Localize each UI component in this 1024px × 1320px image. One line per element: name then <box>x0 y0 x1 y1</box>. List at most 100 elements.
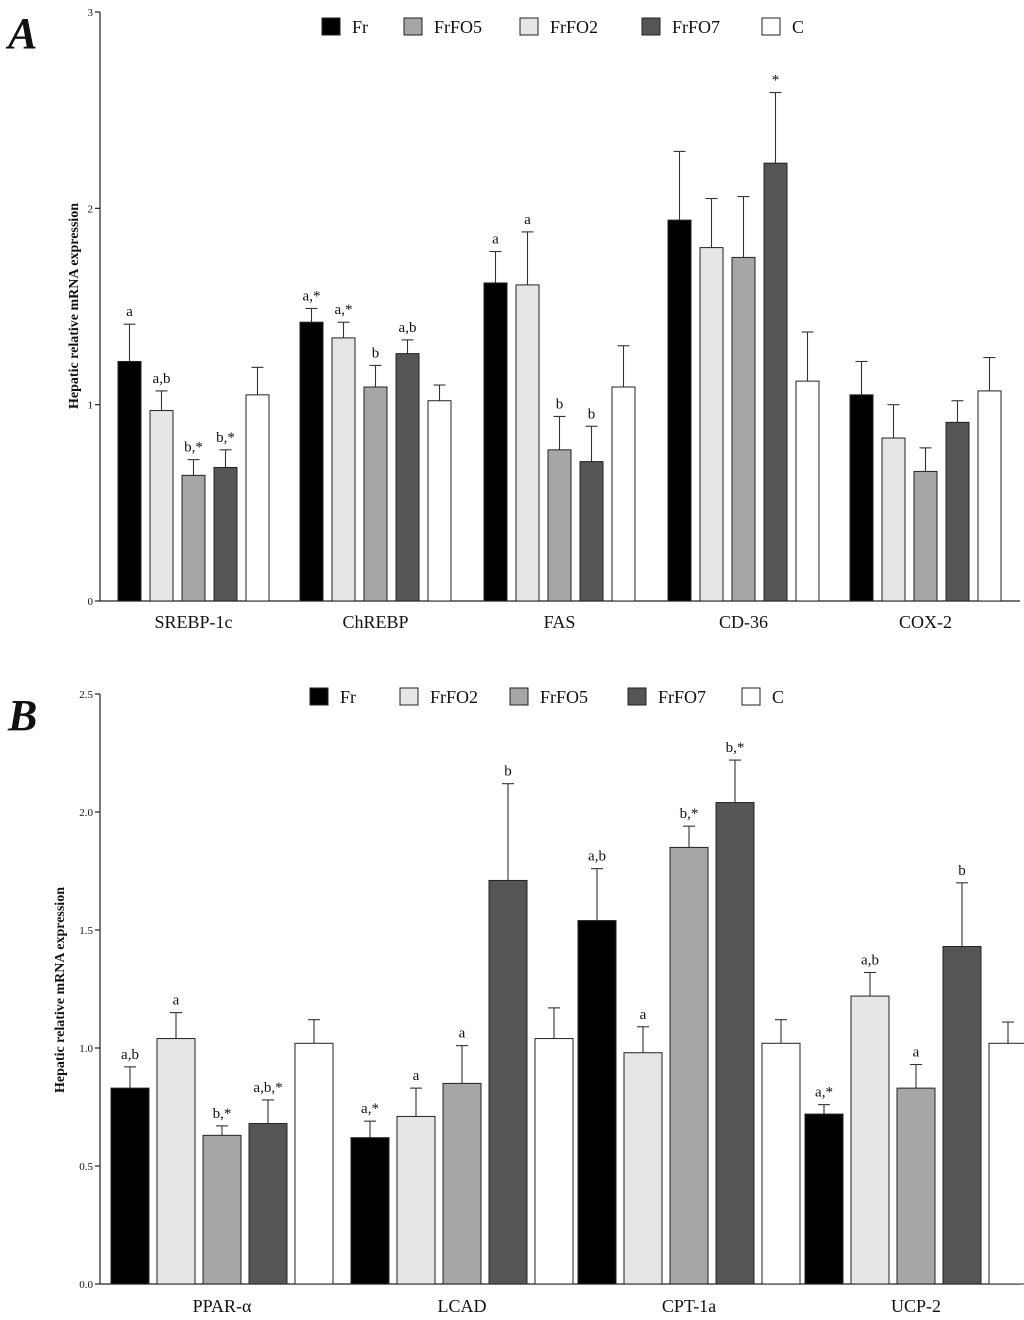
legend-swatch <box>519 17 539 36</box>
significance-label: a,b <box>153 371 171 387</box>
legend-swatch <box>403 17 423 36</box>
x-category-label: FAS <box>544 612 576 632</box>
significance-label: a <box>492 232 499 248</box>
legend-label: FrFO7 <box>658 687 706 707</box>
significance-label: b,* <box>184 440 203 456</box>
bar <box>488 879 528 1285</box>
bar <box>117 360 142 602</box>
legend-label: FrFO5 <box>434 17 482 37</box>
bar <box>611 386 636 602</box>
bar <box>988 1042 1024 1285</box>
bar <box>181 474 206 602</box>
significance-label: b,* <box>216 430 235 446</box>
significance-label: a,b,* <box>253 1080 282 1096</box>
bar <box>669 846 709 1285</box>
bar <box>579 461 604 602</box>
significance-label: b <box>372 345 380 361</box>
significance-label: b <box>958 863 966 879</box>
legend-label: Fr <box>340 687 356 707</box>
legend-label: Fr <box>352 17 368 37</box>
legend-swatch <box>309 687 329 706</box>
legend-swatch <box>641 17 661 36</box>
y-tick-label: 0.0 <box>79 1279 93 1291</box>
bar <box>699 247 724 602</box>
bar <box>202 1134 242 1285</box>
x-category-label: UCP-2 <box>891 1296 941 1316</box>
significance-label: b <box>504 764 512 780</box>
bar <box>515 284 540 602</box>
bar <box>850 995 890 1285</box>
panel-b: B Hepatic relative mRNA expression 0.0 0.… <box>7 687 1024 1316</box>
panel-b-letter: B <box>7 691 37 740</box>
significance-label: b <box>556 396 564 412</box>
bar <box>245 394 270 602</box>
bar <box>577 920 617 1285</box>
significance-label: b,* <box>726 740 745 756</box>
bar <box>483 282 508 602</box>
legend-label: C <box>792 17 804 37</box>
significance-label: * <box>772 72 780 88</box>
significance-label: a <box>459 1026 466 1042</box>
bar <box>849 394 874 602</box>
bar <box>715 802 755 1285</box>
y-tick-label: 2.0 <box>79 807 93 819</box>
y-tick-label: 2 <box>88 203 94 215</box>
bar <box>294 1042 334 1285</box>
significance-label: a <box>913 1045 920 1061</box>
bar <box>299 321 324 602</box>
y-tick-label: 0.5 <box>79 1161 93 1173</box>
significance-label: a,* <box>335 302 353 318</box>
significance-label: a,b <box>588 849 606 865</box>
y-tick-label: 3 <box>88 7 94 19</box>
bar <box>350 1137 390 1285</box>
legend-label: C <box>772 687 784 707</box>
bar <box>942 946 982 1285</box>
significance-label: a,* <box>361 1101 379 1117</box>
bar <box>547 449 572 602</box>
significance-label: a,* <box>815 1085 833 1101</box>
bar <box>623 1052 663 1285</box>
significance-label: a,b <box>121 1047 139 1063</box>
panel-b-y-axis-label: Hepatic relative mRNA expression <box>53 887 68 1093</box>
x-category-label: CPT-1a <box>662 1296 716 1316</box>
legend-label: FrFO2 <box>430 687 478 707</box>
significance-label: b <box>588 406 596 422</box>
bar <box>149 410 174 602</box>
significance-label: a <box>413 1068 420 1084</box>
bar <box>156 1038 196 1285</box>
legend-swatch <box>761 17 781 36</box>
legend-swatch <box>509 687 529 706</box>
legend-swatch <box>741 687 761 706</box>
significance-label: a,b <box>861 952 879 968</box>
panel-a-letter: A <box>5 9 37 58</box>
bar <box>534 1038 574 1285</box>
panel-a: A Hepatic relative mRNA expression 0 1 2 3 a… <box>5 7 1020 632</box>
bar <box>977 390 1002 602</box>
bar <box>442 1082 482 1285</box>
bar <box>731 256 756 602</box>
bar <box>913 470 938 602</box>
bar <box>945 421 970 602</box>
legend-label: FrFO7 <box>672 17 720 37</box>
bar <box>110 1087 150 1285</box>
bar <box>896 1087 936 1285</box>
legend-label: FrFO5 <box>540 687 588 707</box>
legend-label: FrFO2 <box>550 17 598 37</box>
bar <box>427 400 452 602</box>
panel-a-y-axis-label: Hepatic relative mRNA expression <box>67 203 82 409</box>
significance-label: a <box>640 1007 647 1023</box>
significance-label: a <box>126 304 133 320</box>
significance-label: a <box>173 993 180 1009</box>
y-tick-label: 0 <box>88 596 94 608</box>
y-tick-label: 1.5 <box>79 925 93 937</box>
bar <box>761 1042 801 1285</box>
significance-label: b,* <box>680 806 699 822</box>
bar <box>667 219 692 602</box>
bar <box>331 337 356 602</box>
legend-swatch <box>321 17 341 36</box>
x-category-label: ChREBP <box>342 612 408 632</box>
bar <box>881 437 906 602</box>
y-tick-label: 2.5 <box>79 689 93 701</box>
y-tick-label: 1 <box>88 400 94 412</box>
bar <box>248 1123 288 1285</box>
